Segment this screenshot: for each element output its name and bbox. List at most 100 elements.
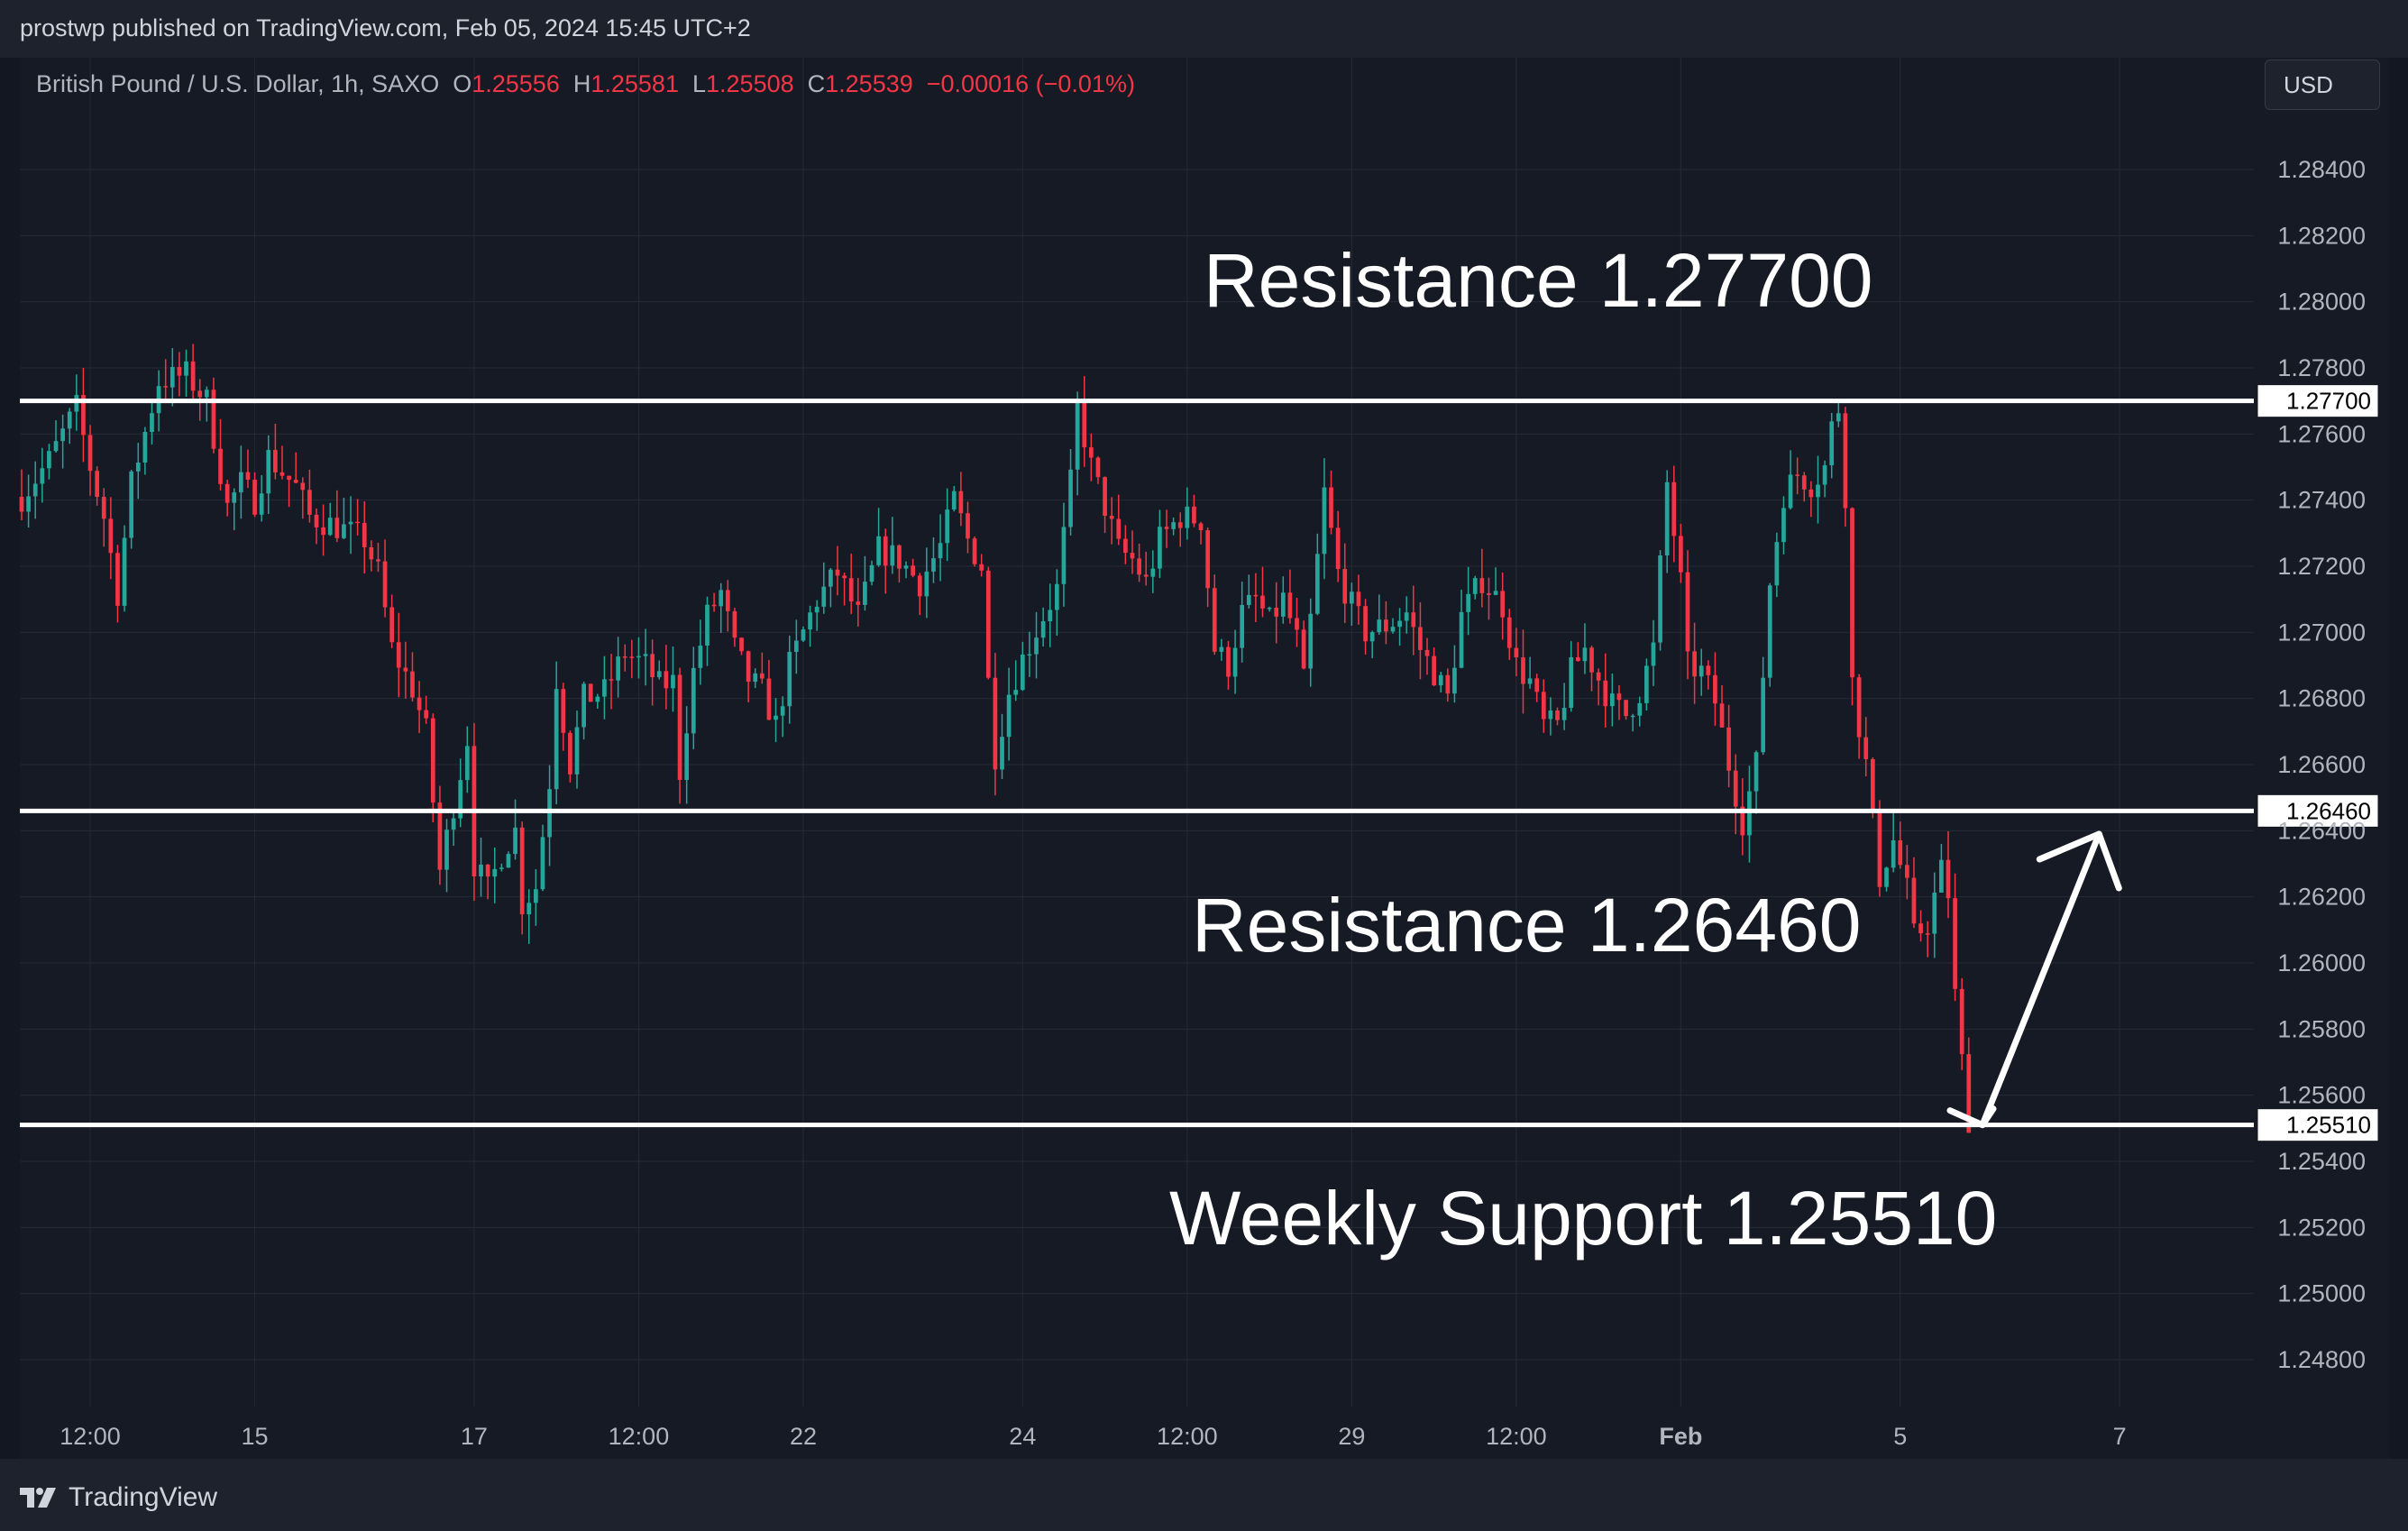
candle-body: [1575, 656, 1580, 662]
candle-body: [924, 571, 929, 597]
candle-body: [1006, 694, 1012, 738]
candle-body: [1020, 654, 1025, 691]
top-bar: [0, 0, 2408, 58]
candle-body: [519, 827, 525, 915]
candle-body: [581, 683, 586, 728]
candle-body: [945, 509, 950, 544]
candle-body: [1651, 642, 1656, 666]
candle-body: [856, 601, 861, 605]
level-annotation[interactable]: Resistance 1.27700: [1204, 238, 1873, 323]
candle-body: [1761, 677, 1766, 753]
candle-body: [1679, 536, 1683, 573]
candle-body: [293, 480, 298, 483]
annotations[interactable]: Resistance 1.27700 Resistance 1.26460 Week…: [1169, 238, 1997, 1261]
candle-body: [595, 696, 600, 702]
footer-brand: TradingView: [69, 1482, 218, 1512]
candle-body: [1527, 678, 1533, 684]
candle-body: [1363, 606, 1368, 642]
candle-body: [1177, 522, 1183, 528]
candle-body: [1843, 413, 1848, 509]
candle-body: [1445, 674, 1451, 694]
y-tick-label: 1.28200: [2277, 222, 2366, 249]
arrow-tail[interactable]: [1946, 1105, 1997, 1129]
candle-body: [1836, 413, 1841, 422]
candle-body: [218, 448, 223, 484]
candle-body: [1500, 591, 1506, 618]
candle-body: [1164, 527, 1169, 529]
arrow-shaft[interactable]: [1979, 830, 2102, 1129]
candle-body: [1561, 708, 1567, 720]
y-tick-label: 1.25800: [2277, 1015, 2366, 1042]
candle-body: [389, 607, 395, 643]
candle-body: [410, 671, 415, 698]
candle-body: [540, 837, 545, 890]
candle-body: [938, 543, 943, 559]
price-axis[interactable]: 1.28400 1.28200 1.28000 1.27800 1.27600 1.274…: [2277, 156, 2366, 1373]
candle-body: [224, 483, 230, 503]
candle-body: [1877, 811, 1882, 887]
candle-body: [67, 411, 72, 429]
candle-body: [169, 367, 175, 388]
candle-body: [382, 561, 388, 608]
candle-body: [1609, 693, 1615, 707]
candle-body: [753, 673, 758, 683]
candle-body: [869, 564, 874, 582]
candle-body: [506, 854, 511, 868]
time-axis[interactable]: 12:00 15 17 12:00 22 24 12:00 29 12:00 Feb 5 7: [60, 1423, 2126, 1450]
candle-body: [1946, 859, 1951, 899]
arrow-head[interactable]: [2036, 830, 2122, 892]
currency-button[interactable]: USD: [2265, 60, 2380, 110]
candle-body: [1226, 646, 1231, 677]
candle-body: [458, 780, 463, 819]
candle-body: [1891, 840, 1896, 868]
candle-body: [101, 497, 106, 519]
candle-body: [966, 513, 970, 539]
candle-body: [609, 679, 614, 681]
candle-body: [53, 441, 59, 452]
symbol-name[interactable]: British Pound / U.S. Dollar, 1h, SAXO: [36, 70, 440, 97]
candle-body: [1158, 527, 1162, 569]
candle-body: [554, 689, 559, 790]
level-price-tag[interactable]: [2257, 1108, 2379, 1142]
candle-body: [1637, 702, 1643, 716]
candle-body: [1287, 592, 1293, 619]
candle-body: [1274, 608, 1279, 617]
tradingview-logo[interactable]: TradingView: [20, 1482, 217, 1513]
level-price-tag[interactable]: [2257, 793, 2379, 828]
candle-body: [1143, 574, 1149, 577]
chart-area[interactable]: [20, 58, 2389, 1459]
candle-body: [40, 468, 45, 484]
level-price-tag-text: 1.27700: [2286, 388, 2371, 415]
candle-body: [534, 889, 538, 903]
level-price-tag[interactable]: [2257, 384, 2379, 418]
y-tick-label: 1.26600: [2277, 751, 2366, 778]
candle-body: [1295, 618, 1299, 630]
candle-body: [698, 646, 703, 668]
symbol-legend[interactable]: British Pound / U.S. Dollar, 1h, SAXO O1…: [36, 70, 1135, 98]
candle-body: [451, 818, 456, 830]
candle-body: [1630, 715, 1635, 718]
candle-body: [1747, 791, 1752, 836]
y-tick-label: 1.25200: [2277, 1214, 2366, 1241]
candle-body: [142, 432, 148, 463]
projection-arrow[interactable]: [1946, 830, 2122, 1129]
candle-body: [1384, 619, 1388, 632]
level-annotation[interactable]: Weekly Support 1.25510: [1169, 1176, 1997, 1261]
candle-body: [1198, 523, 1204, 531]
candle-body: [1479, 578, 1485, 593]
level-annotation[interactable]: Resistance 1.26460: [1192, 883, 1862, 967]
candle-body: [1589, 647, 1594, 673]
candle-body: [951, 490, 957, 510]
candle-body: [622, 656, 627, 658]
footer-bar: [0, 1459, 2408, 1531]
x-tick-label: 12:00: [60, 1423, 121, 1450]
candle-body: [300, 482, 306, 490]
candle-body: [1733, 770, 1738, 807]
candle-body: [1404, 612, 1409, 621]
candle-body: [259, 493, 264, 515]
candle-body: [1130, 553, 1135, 559]
horizontal-levels[interactable]: 1.27700 1.26460 1.25510: [20, 384, 2379, 1142]
candle-body: [1863, 737, 1869, 759]
candle-body: [1438, 674, 1443, 686]
